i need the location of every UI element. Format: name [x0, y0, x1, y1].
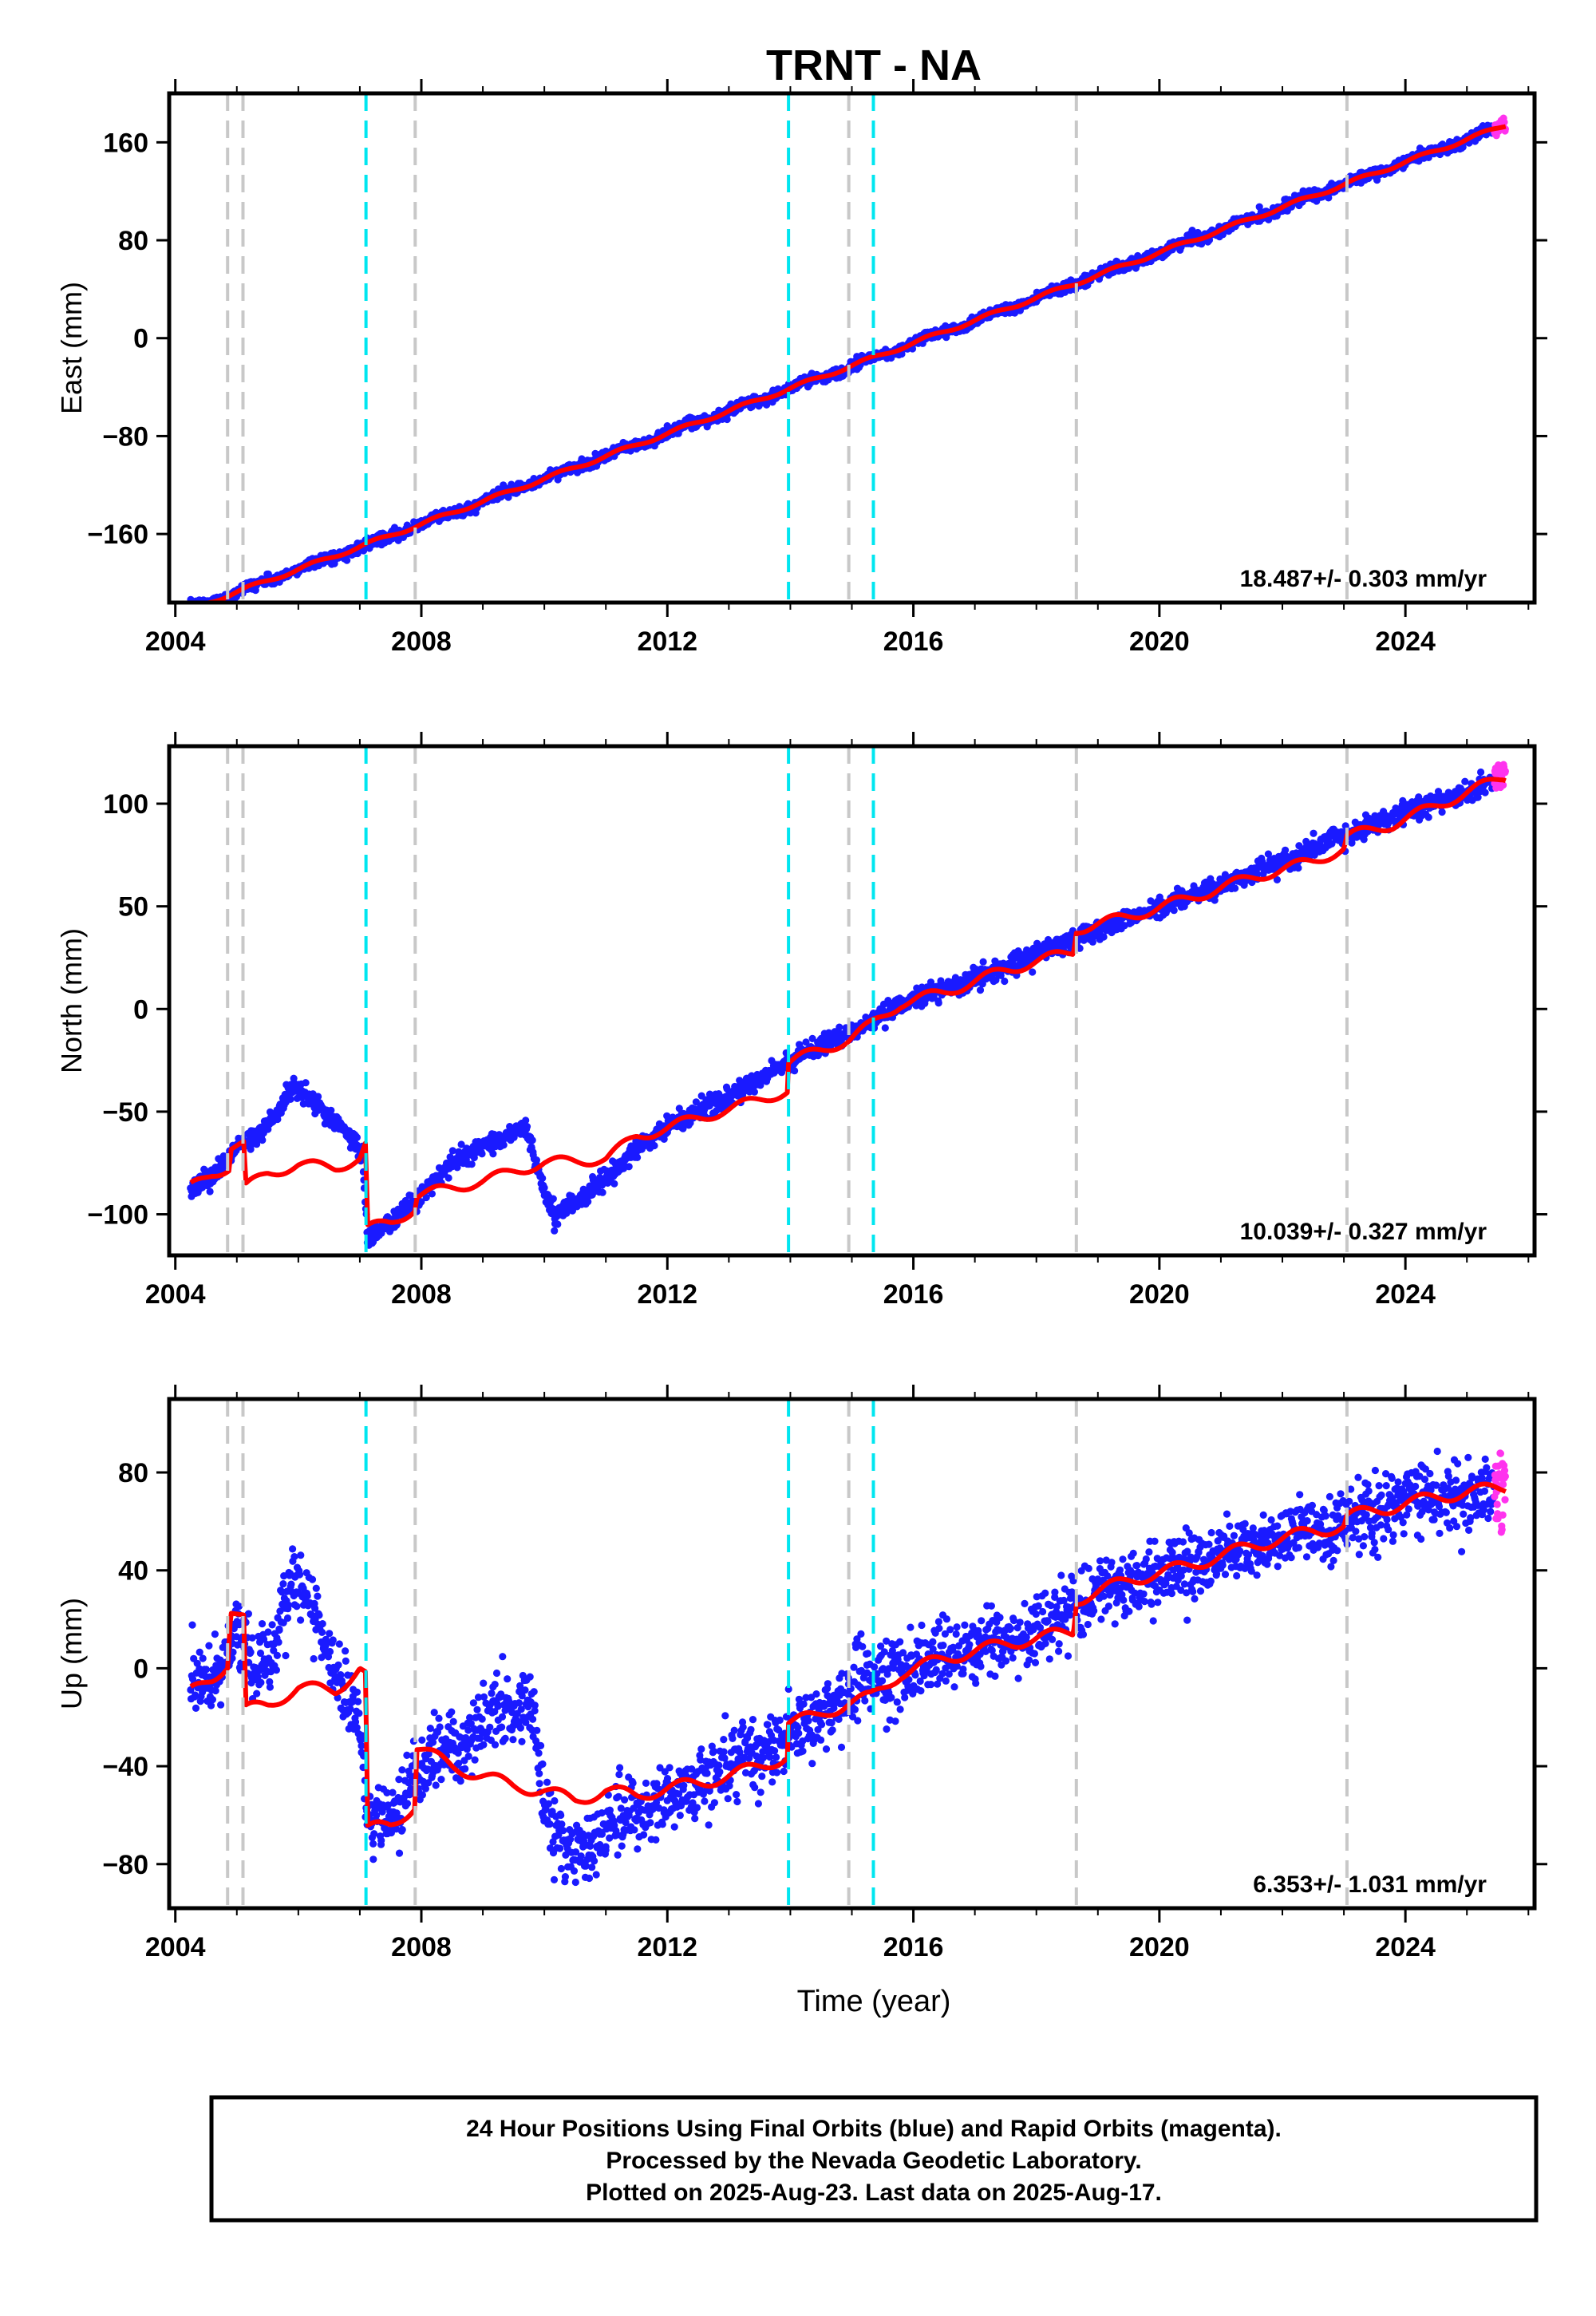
y-tick-label: 80 — [118, 1458, 148, 1488]
footer-box: 24 Hour Positions Using Final Orbits (bl… — [209, 2095, 1539, 2223]
final-orbit-points — [187, 121, 1499, 603]
rapid-orbit-points — [1491, 1449, 1509, 1536]
y-tick-label: −100 — [87, 1200, 148, 1231]
x-tick-label: 2008 — [391, 626, 452, 657]
y-axis-label: Up (mm) — [55, 1598, 88, 1709]
y-tick-label: 0 — [133, 1654, 148, 1684]
x-tick-label: 2016 — [883, 1279, 944, 1310]
x-tick-label: 2008 — [391, 1279, 452, 1310]
x-tick-label: 2004 — [145, 1932, 206, 1962]
velocity-label: 10.039+/- 0.327 mm/yr — [1240, 1219, 1487, 1245]
footer-line-processed: Processed by the Nevada Geodetic Laborat… — [606, 2148, 1141, 2174]
x-tick-label: 2020 — [1129, 1279, 1190, 1310]
y-axis-label: East (mm) — [55, 282, 88, 414]
y-tick-label: 0 — [133, 994, 148, 1025]
x-tick-label: 2024 — [1375, 1279, 1436, 1310]
x-tick-label: 2020 — [1129, 1932, 1190, 1962]
y-tick-label: 160 — [103, 128, 148, 158]
footer-line-plotted: Plotted on 2025-Aug-23. Last data on 202… — [586, 2180, 1162, 2206]
final-orbit-points — [187, 768, 1499, 1249]
x-tick-label: 2024 — [1375, 626, 1436, 657]
x-tick-label: 2004 — [145, 1279, 206, 1310]
plot-area — [187, 761, 1509, 1249]
y-tick-label: 80 — [118, 226, 148, 256]
y-tick-label: −80 — [102, 1850, 148, 1880]
chart-title: TRNT - NA — [766, 41, 982, 89]
y-tick-label: 50 — [118, 892, 148, 923]
y-tick-label: −80 — [102, 421, 148, 452]
y-axis-label: North (mm) — [55, 928, 88, 1073]
footer-frame — [209, 2095, 1539, 2223]
plot-frame — [167, 91, 1537, 605]
x-tick-label: 2016 — [883, 1932, 944, 1962]
y-tick-label: −40 — [102, 1752, 148, 1782]
x-tick-label: 2012 — [637, 1932, 697, 1962]
velocity-label: 6.353+/- 1.031 mm/yr — [1253, 1871, 1487, 1898]
up-panel: 2004 2008 2012 2016 2020 2024 80 40 0 −40 −80 Up (m… — [55, 1385, 1547, 1962]
y-tick-label: 40 — [118, 1556, 148, 1587]
y-tick-label: 100 — [103, 789, 148, 820]
x-tick-label: 2012 — [637, 1279, 697, 1310]
y-tick-label: −160 — [87, 520, 148, 550]
final-orbit-points — [187, 1447, 1499, 1887]
x-axis-label: Time (year) — [797, 1985, 951, 2018]
x-tick-label: 2016 — [883, 626, 944, 657]
velocity-label: 18.487+/- 0.303 mm/yr — [1240, 566, 1487, 592]
x-tick-label: 2004 — [145, 626, 206, 657]
model-fit-line — [189, 777, 1507, 1227]
y-tick-label: 0 — [133, 324, 148, 354]
footer-line-orbits: 24 Hour Positions Using Final Orbits (bl… — [466, 2116, 1282, 2142]
x-tick-label: 2024 — [1375, 1932, 1436, 1962]
x-tick-label: 2008 — [391, 1932, 452, 1962]
y-tick-label: −50 — [102, 1097, 148, 1128]
plot-frame — [167, 744, 1537, 1258]
rapid-orbit-points — [1491, 761, 1509, 792]
x-tick-label: 2012 — [637, 626, 697, 657]
x-tick-label: 2020 — [1129, 626, 1190, 657]
east-panel: 2004 2008 2012 2016 2020 2024 160 80 0 −80 −160 Eas… — [55, 79, 1547, 657]
north-panel: 2004 2008 2012 2016 2020 2024 100 50 0 −50 −100 Nor… — [55, 732, 1547, 1310]
